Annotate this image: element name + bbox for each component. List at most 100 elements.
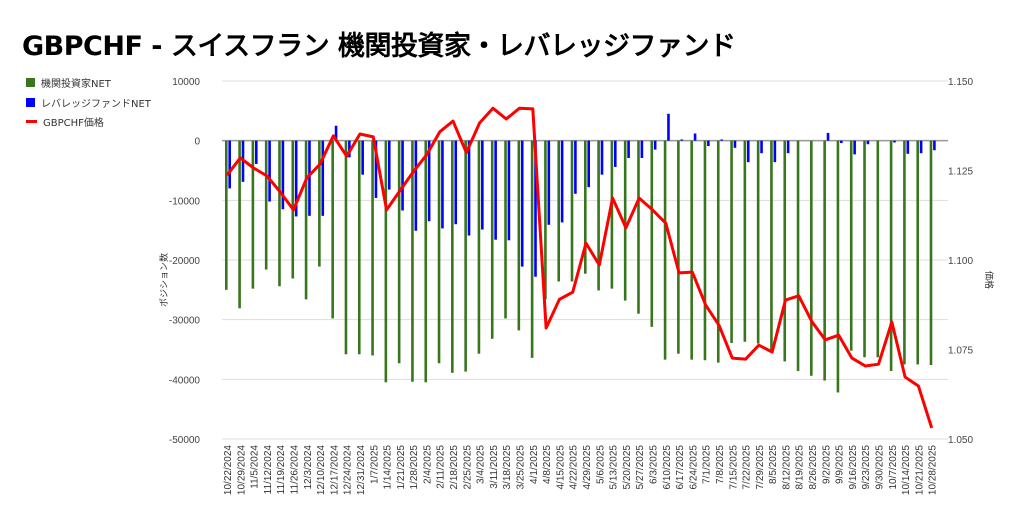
bar-leveraged <box>454 140 458 225</box>
x-tick-label: 3/25/2025 <box>516 445 527 490</box>
bar-leveraged <box>574 140 577 194</box>
x-tick-label: 5/27/2025 <box>635 445 646 490</box>
bar-institutional <box>357 140 361 355</box>
bar-leveraged <box>361 140 364 175</box>
bar-institutional <box>464 140 467 372</box>
bar-institutional <box>810 140 813 376</box>
x-tick-label: 7/29/2025 <box>755 445 766 490</box>
x-tick-label: 7/8/2025 <box>715 445 726 484</box>
bar-leveraged <box>268 140 271 202</box>
y2-tick-label: 1.150 <box>948 77 973 88</box>
x-tick-label: 11/19/2024 <box>276 445 287 495</box>
bar-institutional <box>703 140 707 361</box>
bar-leveraged <box>906 140 910 154</box>
bar-institutional <box>477 140 481 354</box>
bar-leveraged <box>587 140 590 188</box>
bar-institutional <box>344 140 348 355</box>
bar-leveraged <box>773 140 777 163</box>
bar-institutional <box>663 140 667 360</box>
x-tick-label: 5/20/2025 <box>622 445 633 490</box>
bar-institutional <box>238 140 241 309</box>
legend-item-leveraged: レバレッジファンドNET <box>26 95 151 110</box>
bar-institutional <box>690 140 693 360</box>
x-tick-label: 8/12/2025 <box>781 445 792 490</box>
bar-leveraged <box>667 113 670 141</box>
x-tick-label: 1/7/2025 <box>369 445 380 484</box>
bar-leveraged <box>294 140 298 217</box>
bar-institutional <box>916 140 920 365</box>
x-tick-label: 2/25/2025 <box>462 445 473 490</box>
bar-leveraged <box>507 140 511 241</box>
x-tick-label: 7/15/2025 <box>728 445 739 490</box>
bar-institutional <box>424 140 428 383</box>
y-tick-label: -30000 <box>169 316 201 327</box>
bar-leveraged <box>866 140 870 145</box>
bar-institutional <box>225 140 228 290</box>
bar-leveraged <box>840 140 843 144</box>
bar-institutional <box>716 140 720 363</box>
x-tick-label: 7/1/2025 <box>702 445 713 484</box>
bar-leveraged <box>627 140 630 158</box>
bar-leveraged <box>826 132 830 141</box>
x-tick-label: 2/4/2025 <box>422 445 433 484</box>
x-tick-label: 9/2/2025 <box>821 445 832 484</box>
x-tick-label: 9/9/2025 <box>835 445 846 484</box>
bar-leveraged <box>600 140 604 175</box>
x-tick-label: 5/13/2025 <box>609 445 620 490</box>
bar-leveraged <box>693 133 697 141</box>
x-tick-label: 6/10/2025 <box>662 445 673 490</box>
bar-institutional <box>371 140 374 356</box>
x-tick-label: 1/14/2025 <box>383 445 394 490</box>
bar-leveraged <box>640 140 644 158</box>
x-tick-label: 10/22/2024 <box>223 445 234 495</box>
bar-leveraged <box>308 140 311 216</box>
x-tick-label: 11/12/2024 <box>263 445 274 495</box>
bar-leveraged <box>494 140 497 240</box>
bar-institutional <box>677 140 680 354</box>
bar-institutional <box>849 140 853 351</box>
x-tick-label: 1/28/2025 <box>409 445 420 490</box>
bar-leveraged <box>653 140 657 150</box>
x-tick-label: 4/1/2025 <box>529 445 540 484</box>
x-tick-label: 6/3/2025 <box>648 445 659 484</box>
chart-title: GBPCHF - スイスフラン 機関投資家・レバレッジファンド <box>22 31 736 62</box>
legend-swatch-blue <box>26 98 35 107</box>
x-tick-label: 12/10/2024 <box>316 445 327 495</box>
y-tick-label: -40000 <box>169 375 201 386</box>
bar-institutional <box>504 140 507 319</box>
bar-institutional <box>264 140 268 270</box>
x-tick-label: 3/18/2025 <box>502 445 513 490</box>
x-tick-label: 12/17/2024 <box>329 445 340 495</box>
x-tick-label: 8/5/2025 <box>768 445 779 484</box>
bar-leveraged <box>720 139 723 141</box>
bar-institutional <box>863 140 866 358</box>
bar-institutional <box>637 140 640 314</box>
bar-leveraged <box>733 140 737 148</box>
x-tick-label: 10/14/2025 <box>901 445 912 495</box>
x-tick-label: 11/26/2024 <box>289 445 300 495</box>
y2-tick-label: 1.125 <box>948 167 973 178</box>
bar-institutional <box>570 140 574 282</box>
bar-institutional <box>650 140 654 327</box>
x-tick-label: 10/28/2025 <box>928 445 939 495</box>
bar-leveraged <box>427 140 431 222</box>
bar-leveraged <box>853 140 856 155</box>
y-tick-label: -10000 <box>169 196 201 207</box>
y-tick-label: -20000 <box>169 256 201 267</box>
bar-leveraged <box>933 140 936 151</box>
x-tick-label: 9/30/2025 <box>875 445 886 490</box>
x-tick-label: 12/24/2024 <box>343 445 354 495</box>
legend-swatch-green <box>26 78 35 87</box>
bar-leveraged <box>613 140 617 167</box>
bar-institutional <box>251 140 255 289</box>
bar-institutional <box>411 140 414 382</box>
bar-leveraged <box>746 140 750 163</box>
bar-institutional <box>318 140 321 267</box>
y2-axis-title: 価格 <box>984 271 995 289</box>
y2-tick-label: 1.050 <box>948 435 973 446</box>
bar-institutional <box>623 140 627 301</box>
bar-leveraged <box>786 140 790 154</box>
bar-leveraged <box>534 140 537 277</box>
x-tick-label: 12/3/2024 <box>303 445 314 490</box>
bar-leveraged <box>919 140 923 154</box>
